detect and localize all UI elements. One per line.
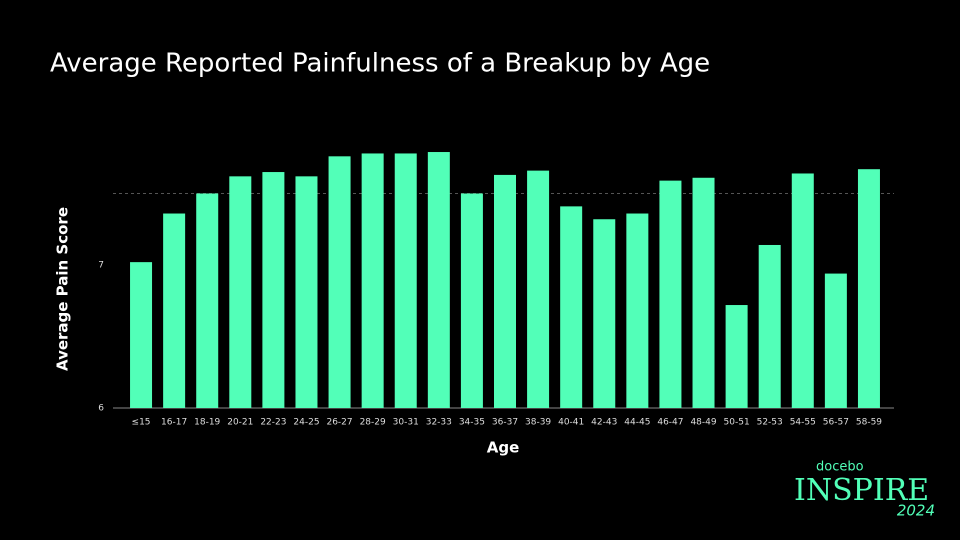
x-tick-label: 44-45: [624, 418, 650, 428]
bar: [262, 172, 285, 408]
x-tick-label: 26-27: [326, 418, 352, 428]
x-tick-label: 30-31: [393, 418, 419, 428]
bar: [692, 177, 715, 408]
bar: [527, 170, 550, 408]
x-tick-label: 58-59: [856, 418, 882, 428]
logo-year: 2024: [897, 502, 935, 520]
bar: [394, 153, 417, 408]
x-tick-label: 50-51: [724, 418, 750, 428]
x-tick-label: 24-25: [293, 418, 319, 428]
bar: [758, 244, 781, 408]
bar: [427, 152, 450, 408]
y-axis-label: Average Pain Score: [54, 207, 72, 371]
bar: [725, 305, 748, 408]
x-tick-label: 46-47: [657, 418, 683, 428]
y-tick-label: 7: [98, 261, 104, 271]
x-tick-label: 16-17: [161, 418, 187, 428]
x-tick-label: 52-53: [757, 418, 783, 428]
x-tick-label: 42-43: [591, 418, 617, 428]
logo-name: INSPIRE: [794, 473, 929, 508]
x-tick-label: 38-39: [525, 418, 551, 428]
x-tick-label: 32-33: [426, 418, 452, 428]
bar: [328, 156, 351, 408]
bar: [130, 262, 153, 408]
x-tick-label: 36-37: [492, 418, 518, 428]
x-tick-label: 48-49: [690, 418, 716, 428]
bar: [295, 176, 318, 408]
logo: docebo INSPIRE 2024: [794, 460, 935, 520]
logo-brand: docebo: [816, 460, 864, 475]
x-tick-label: 22-23: [260, 418, 286, 428]
bar: [163, 213, 186, 408]
x-tick-label: 54-55: [790, 418, 816, 428]
x-tick-label: ≤15: [132, 418, 151, 428]
bar: [196, 193, 219, 408]
bar: [494, 174, 516, 408]
chart-title: Average Reported Painfulness of a Breaku…: [50, 49, 710, 79]
x-tick-label: 18-19: [194, 418, 220, 428]
x-tick-label: 28-29: [360, 418, 386, 428]
bar: [560, 206, 583, 408]
x-tick-label: 34-35: [459, 418, 485, 428]
y-tick-label: 6: [98, 404, 104, 414]
bar: [626, 213, 649, 408]
bar: [824, 273, 847, 408]
bar: [593, 219, 616, 408]
bar: [791, 173, 814, 408]
bar: [229, 176, 252, 408]
bar: [460, 193, 483, 408]
bar: [659, 180, 682, 408]
x-tick-label: 20-21: [227, 418, 253, 428]
x-tick-label: 56-57: [823, 418, 849, 428]
x-axis-label: Age: [487, 439, 520, 457]
bar: [857, 169, 880, 408]
x-tick-label: 40-41: [558, 418, 584, 428]
bar: [361, 153, 384, 408]
